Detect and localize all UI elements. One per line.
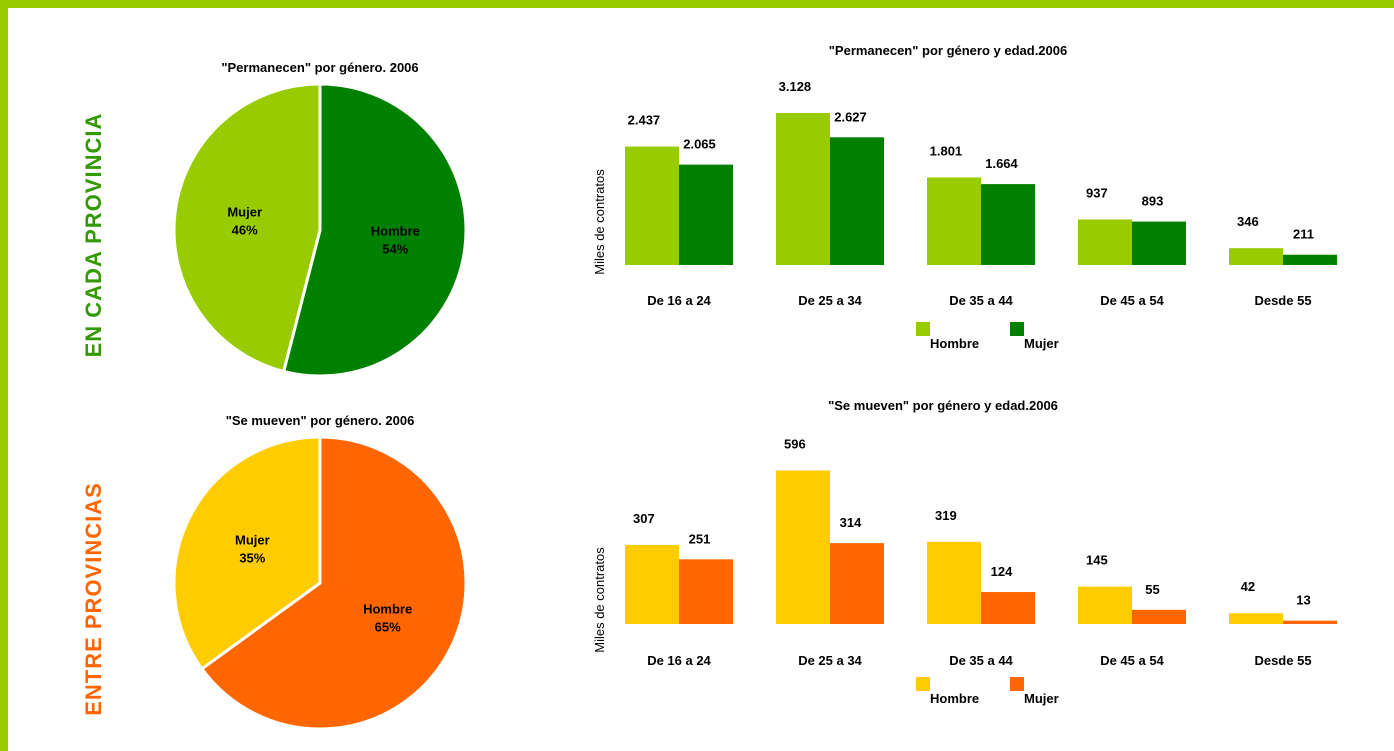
pie_mueven-slice-label-hombre: Hombre xyxy=(363,601,412,616)
bar_permanecen-legend-swatch-mujer xyxy=(1010,322,1024,336)
bar_permanecen-bar-mujer-de-16-a-24 xyxy=(679,164,733,265)
bar_permanecen-data-label-hombre-desde-55: 346 xyxy=(1237,214,1259,229)
pie_permanecen-slice-mujer xyxy=(172,82,322,374)
bar_mueven-data-label-hombre-de-25-a-34: 596 xyxy=(784,436,806,451)
bar_permanecen-data-label-hombre-de-45-a-54: 937 xyxy=(1086,185,1108,200)
pie_permanecen-slice-value-mujer: 46% xyxy=(232,222,258,237)
pie_mueven-slice-value-mujer: 35% xyxy=(239,551,265,566)
bar_permanecen-data-label-hombre-de-25-a-34: 3.128 xyxy=(779,79,812,94)
pie_mueven-slice-value-hombre: 65% xyxy=(375,619,401,634)
pie_permanecen-slice-hombre xyxy=(281,82,468,378)
bar_mueven-data-label-mujer-de-16-a-24: 251 xyxy=(689,531,711,546)
bar_permanecen-data-label-mujer-de-16-a-24: 2.065 xyxy=(683,137,716,152)
pie_mueven-slice-hombre xyxy=(199,435,468,731)
bar_permanecen-category-label-de-25-a-34: De 25 a 34 xyxy=(798,293,862,308)
bar_mueven-bar-mujer-de-16-a-24 xyxy=(679,559,733,624)
bar_mueven-data-label-mujer-de-25-a-34: 314 xyxy=(840,515,862,530)
bar_permanecen-category-label-de-16-a-24: De 16 a 24 xyxy=(647,293,711,308)
bar_permanecen-legend-label-hombre: Hombre xyxy=(930,336,979,351)
pie_permanecen-title: "Permanecen" por género. 2006 xyxy=(221,60,418,75)
bar_mueven-category-label-de-25-a-34: De 25 a 34 xyxy=(798,653,862,668)
bar_permanecen-bar-mujer-de-25-a-34 xyxy=(830,137,884,265)
bar_permanecen-category-label-de-35-a-44: De 35 a 44 xyxy=(949,293,1013,308)
bar_permanecen-data-label-mujer-de-45-a-54: 893 xyxy=(1142,194,1164,209)
bar_permanecen-data-label-mujer-de-25-a-34: 2.627 xyxy=(834,109,867,124)
bar_mueven-data-label-mujer-desde-55: 13 xyxy=(1296,593,1310,608)
bar_mueven-bar-hombre-de-25-a-34 xyxy=(776,470,830,624)
bar_permanecen-bar-hombre-desde-55 xyxy=(1229,248,1283,265)
bar_permanecen-ylabel: Miles de contratos xyxy=(592,169,607,275)
bar_permanecen-data-label-hombre-de-16-a-24: 2.437 xyxy=(628,113,661,128)
bar_mueven-title: "Se mueven" por género y edad.2006 xyxy=(828,398,1058,413)
bar_permanecen-data-label-hombre-de-35-a-44: 1.801 xyxy=(930,143,963,158)
bar_mueven-bar-hombre-de-35-a-44 xyxy=(927,541,981,624)
bar_permanecen-bar-hombre-de-35-a-44 xyxy=(927,177,981,265)
bar_mueven-data-label-hombre-de-16-a-24: 307 xyxy=(633,511,655,526)
bar_mueven-category-label-de-35-a-44: De 35 a 44 xyxy=(949,653,1013,668)
bar_permanecen-legend-swatch-hombre xyxy=(916,322,930,336)
bar_permanecen-category-label-desde-55: Desde 55 xyxy=(1254,293,1311,308)
bar_mueven-legend-label-hombre: Hombre xyxy=(930,691,979,706)
bar_permanecen-bar-mujer-de-45-a-54 xyxy=(1132,221,1186,265)
bar_permanecen-category-label-de-45-a-54: De 45 a 54 xyxy=(1100,293,1164,308)
bar_mueven-bar-mujer-desde-55 xyxy=(1283,620,1337,624)
bar_permanecen-legend-label-mujer: Mujer xyxy=(1024,336,1059,351)
pie_permanecen-slice-label-hombre: Hombre xyxy=(371,224,420,239)
bar_permanecen-bar-hombre-de-16-a-24 xyxy=(625,146,679,265)
bar_mueven-category-label-de-16-a-24: De 16 a 24 xyxy=(647,653,711,668)
bar_mueven-legend-swatch-mujer xyxy=(1010,677,1024,691)
bar_mueven-bar-mujer-de-25-a-34 xyxy=(830,543,884,624)
pie_mueven-slice-mujer xyxy=(172,435,322,671)
pie_mueven-title: "Se mueven" por género. 2006 xyxy=(226,413,415,428)
bar_permanecen-bar-hombre-de-45-a-54 xyxy=(1078,219,1132,265)
pie_permanecen-slice-label-mujer: Mujer xyxy=(227,204,262,219)
bar_mueven-bar-hombre-de-16-a-24 xyxy=(625,544,679,624)
bar_mueven-data-label-mujer-de-35-a-44: 124 xyxy=(991,564,1013,579)
bar_permanecen-data-label-mujer-de-35-a-44: 1.664 xyxy=(985,156,1018,171)
bar_mueven-bar-hombre-desde-55 xyxy=(1229,613,1283,624)
bar_mueven-bar-hombre-de-45-a-54 xyxy=(1078,586,1132,624)
bar_permanecen-data-label-mujer-desde-55: 211 xyxy=(1293,227,1314,242)
bar_mueven-data-label-mujer-de-45-a-54: 55 xyxy=(1145,582,1159,597)
bar_permanecen-bar-mujer-desde-55 xyxy=(1283,254,1337,265)
pie_mueven-slice-label-mujer: Mujer xyxy=(235,533,270,548)
bar_mueven-bar-mujer-de-45-a-54 xyxy=(1132,609,1186,624)
bar_mueven-legend-label-mujer: Mujer xyxy=(1024,691,1059,706)
bar_mueven-ylabel: Miles de contratos xyxy=(592,547,607,653)
bar_mueven-bar-mujer-de-35-a-44 xyxy=(981,592,1035,624)
bar_mueven-data-label-hombre-de-45-a-54: 145 xyxy=(1086,553,1108,568)
pie_permanecen-slice-value-hombre: 54% xyxy=(382,242,408,257)
bar_mueven-legend-swatch-hombre xyxy=(916,677,930,691)
bar_mueven-data-label-hombre-desde-55: 42 xyxy=(1241,579,1255,594)
bar_mueven-category-label-de-45-a-54: De 45 a 54 xyxy=(1100,653,1164,668)
bar_permanecen-bar-mujer-de-35-a-44 xyxy=(981,184,1035,265)
bar_mueven-category-label-desde-55: Desde 55 xyxy=(1254,653,1311,668)
bar_mueven-data-label-hombre-de-35-a-44: 319 xyxy=(935,508,957,523)
bar_permanecen-bar-hombre-de-25-a-34 xyxy=(776,112,830,265)
bar_permanecen-title: "Permanecen" por género y edad.2006 xyxy=(829,43,1067,58)
